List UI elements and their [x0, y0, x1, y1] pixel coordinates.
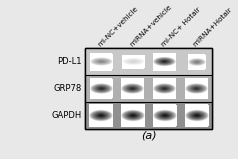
- Bar: [121, 79, 144, 99]
- Text: (a): (a): [141, 130, 157, 140]
- Bar: [85, 48, 212, 129]
- Bar: [85, 48, 212, 75]
- Text: mi-NC+vehicle: mi-NC+vehicle: [97, 5, 139, 47]
- Bar: [153, 104, 176, 127]
- Bar: [185, 79, 208, 99]
- Text: GRP78: GRP78: [53, 84, 81, 93]
- Text: mi-NC+ Hotair: mi-NC+ Hotair: [160, 6, 202, 47]
- Bar: [153, 53, 176, 71]
- Text: GAPDH: GAPDH: [51, 111, 81, 120]
- Bar: [89, 104, 113, 127]
- Bar: [121, 104, 144, 127]
- Bar: [185, 104, 208, 127]
- Bar: [188, 54, 205, 70]
- Text: miRNA+vehicle: miRNA+vehicle: [129, 3, 173, 47]
- Bar: [85, 48, 212, 129]
- Bar: [90, 53, 112, 71]
- Bar: [85, 75, 212, 102]
- Bar: [85, 102, 212, 129]
- Bar: [122, 55, 144, 69]
- Text: PD-L1: PD-L1: [57, 57, 81, 66]
- Text: miRNA+Hotair: miRNA+Hotair: [192, 6, 234, 47]
- Bar: [89, 79, 112, 99]
- Bar: [153, 79, 176, 99]
